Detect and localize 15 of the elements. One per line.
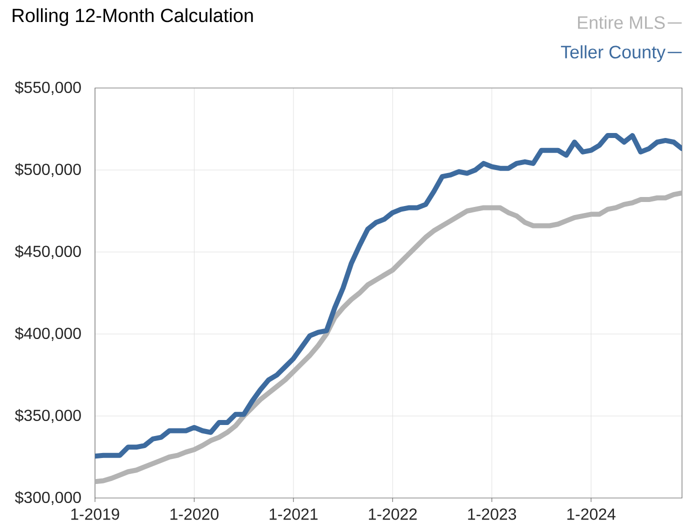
legend-label: Teller County bbox=[560, 45, 666, 62]
x-tick-label: 1-2023 bbox=[468, 508, 516, 520]
y-tick-label: $400,000 bbox=[14, 327, 81, 341]
x-tick-label: 1-2022 bbox=[368, 508, 417, 520]
y-tick-label: $350,000 bbox=[14, 409, 81, 423]
x-tick-label: 1-2024 bbox=[567, 508, 616, 520]
x-tick-label: 1-2021 bbox=[270, 508, 318, 520]
x-tick-label: 1-2019 bbox=[71, 508, 120, 520]
y-tick-label: $550,000 bbox=[14, 81, 81, 95]
y-tick-label: $500,000 bbox=[14, 163, 81, 177]
x-tick-label: 1-2020 bbox=[170, 508, 218, 520]
chart-title: Rolling 12-Month Calculation bbox=[12, 8, 253, 26]
legend-label: Entire MLS bbox=[578, 16, 665, 29]
y-tick-label: $450,000 bbox=[14, 245, 81, 259]
y-tick-label: $300,000 bbox=[14, 491, 81, 505]
